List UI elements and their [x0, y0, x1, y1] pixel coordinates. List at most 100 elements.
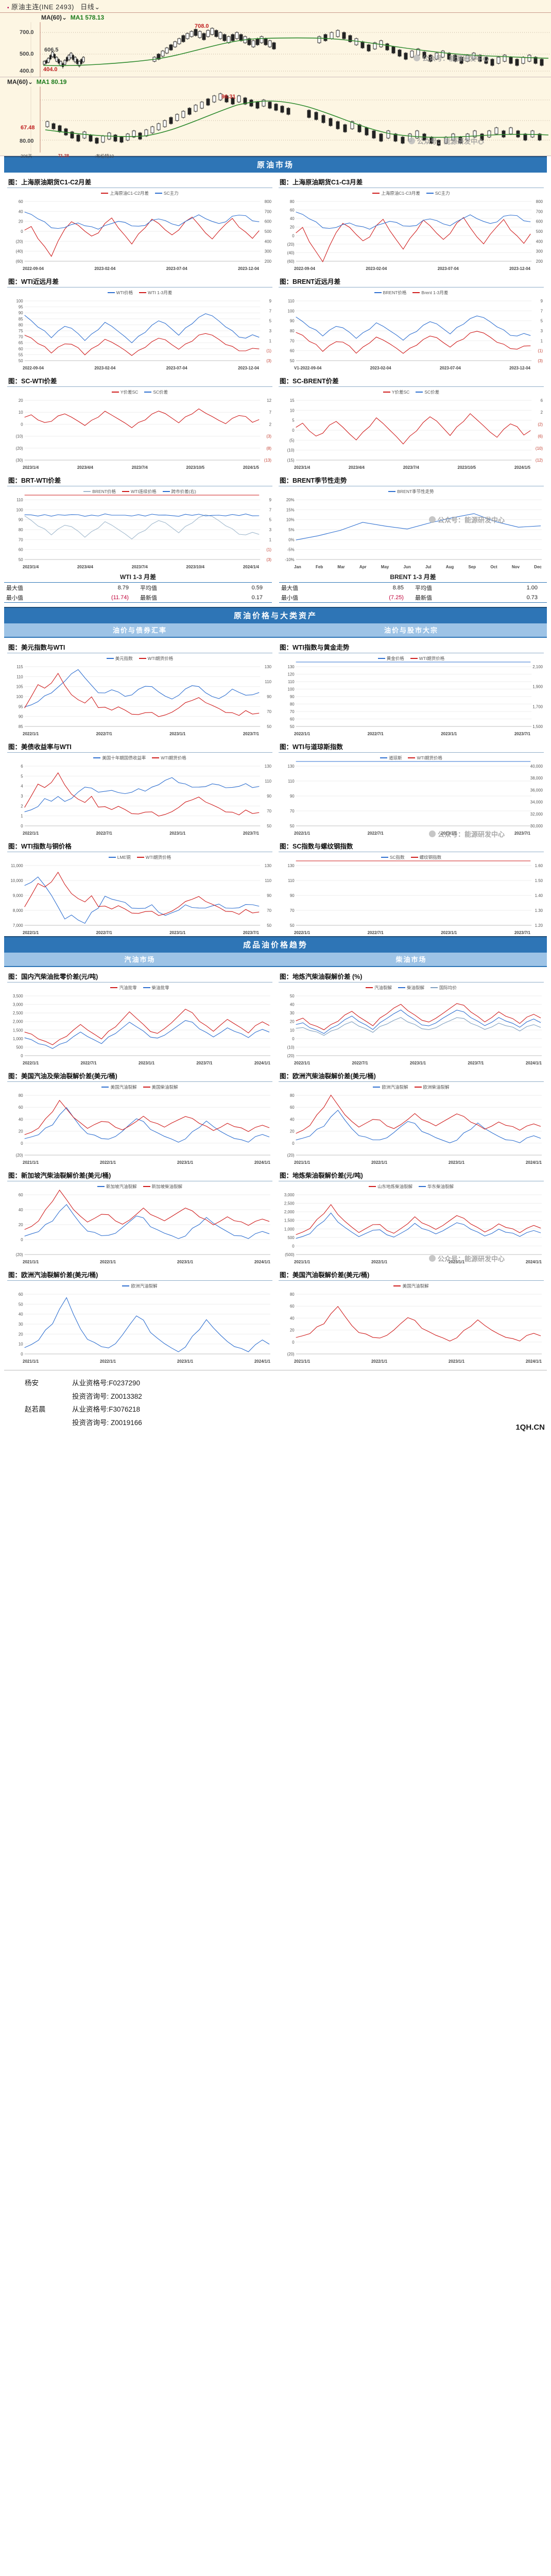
svg-text:50: 50 — [19, 359, 23, 363]
y-axis-label: 500.0 — [20, 51, 34, 57]
terminal-indicator-label-2[interactable]: MA(60) — [7, 78, 28, 86]
svg-text:(20): (20) — [287, 1352, 295, 1357]
svg-text:20%: 20% — [286, 498, 295, 502]
chart-cell: 图：地炼柴油裂解价差(元/吨) 3,000 2,500 2,000 1,500 1,000… — [276, 1166, 547, 1265]
x-tick-label: 2024/1/1 — [254, 1160, 270, 1165]
svg-text:(6): (6) — [538, 434, 543, 439]
series-line — [296, 315, 531, 341]
svg-text:95: 95 — [19, 704, 23, 709]
svg-text:1.40: 1.40 — [535, 893, 543, 898]
svg-text:7: 7 — [269, 507, 272, 512]
svg-text:105: 105 — [16, 685, 23, 689]
svg-text:60: 60 — [290, 349, 295, 353]
svg-text:20: 20 — [290, 1328, 295, 1333]
svg-text:(500): (500) — [285, 1252, 295, 1257]
svg-text:10%: 10% — [286, 518, 295, 522]
chart-title: 图：国内汽柴油批零价差(元/吨) — [7, 970, 272, 982]
x-tick-label: 2022/1/1 — [294, 831, 311, 836]
svg-text:6: 6 — [21, 764, 23, 769]
svg-text:3,500: 3,500 — [13, 994, 23, 998]
chevron-down-icon[interactable]: ⌄ — [28, 78, 33, 86]
watermark-logo-icon — [408, 138, 415, 144]
spacer — [25, 1390, 72, 1403]
svg-text:11,000: 11,000 — [11, 863, 23, 868]
chart-svg: 80 60 40 20 0 (20) — [287, 1292, 542, 1357]
x-tick-label: 2023/1/1 — [177, 1160, 194, 1165]
x-tick-label: 2022/1/1 — [371, 1359, 388, 1364]
svg-text:5: 5 — [541, 319, 543, 324]
svg-text:0: 0 — [21, 229, 23, 234]
series-line — [24, 871, 260, 916]
watermark-logo-icon — [428, 516, 436, 523]
chart-title: 图：地炼汽柴油裂解价差 (%) — [279, 970, 544, 982]
svg-text:0: 0 — [292, 1340, 295, 1345]
svg-text:(20): (20) — [287, 1054, 295, 1058]
x-tick-label: 2022/7/1 — [367, 930, 384, 935]
svg-text:3,000: 3,000 — [284, 1193, 295, 1197]
report-footer: 杨安 从业资格号:F0237290 投资咨询号: Z0013382 赵若晨 从业资格号:… — [4, 1370, 547, 1433]
series-line — [24, 313, 260, 344]
svg-text:50: 50 — [290, 994, 295, 998]
analyst-row: 投资咨询号: Z0013382 — [25, 1390, 547, 1403]
x-tick-label: 2022/1/1 — [371, 1160, 388, 1165]
chart-svg: 50 40 30 20 10 0 (10) (20) — [287, 994, 542, 1058]
svg-text:70: 70 — [267, 908, 271, 913]
chevron-down-icon[interactable]: ⌄ — [94, 3, 100, 11]
svg-text:(10): (10) — [287, 1045, 295, 1049]
x-tick-label: 2022/7/1 — [96, 732, 112, 736]
svg-text:(60): (60) — [287, 259, 295, 264]
x-tick-label: 2023/1/4 — [23, 465, 39, 470]
chart-title: 图：美元指数与WTI — [7, 641, 272, 653]
chart-cell: 图：地炼汽柴油裂解价差 (%) 50 40 30 20 10 0 (10) (20) 汽油裂解 柴油… — [276, 967, 547, 1066]
chart-plot: 80 60 40 20 0 (20) (40) (60) 800 700 600 500 400 300 2… — [279, 189, 544, 266]
terminal-symbol-header: ▪ 原油主连(INE 2493) 日线⌄ — [0, 0, 551, 12]
svg-text:600: 600 — [536, 219, 543, 224]
svg-text:5: 5 — [292, 418, 295, 423]
x-tick-label: 2022/1/1 — [294, 930, 311, 935]
chart-cell: 图：美国汽油裂解价差(美元/桶) 80 60 40 20 0 (20) 美国汽油裂解 2021/… — [276, 1265, 547, 1365]
chart-cell: 图：WTI指数与铜价格 11,000 10,000 9,000 8,000 7,000 13… — [4, 837, 276, 936]
chart-svg: 130 110 90 70 50 1.60 1.50 1.40 1.30 1.20 — [287, 860, 543, 928]
series-line — [296, 211, 531, 230]
terminal-indicator-label[interactable]: MA(60) — [41, 14, 62, 21]
chart-title: 图：WTI指数与黄金走势 — [279, 641, 544, 653]
chart-title: 图：WTI近远月差 — [7, 275, 272, 287]
svg-text:10,000: 10,000 — [10, 878, 23, 883]
x-tick-label: 2023/10/4 — [186, 565, 205, 569]
x-tick-label: 2023/7/1 — [514, 732, 530, 736]
svg-text:110: 110 — [16, 498, 23, 502]
svg-text:3,000: 3,000 — [13, 1003, 23, 1007]
svg-text:100: 100 — [16, 694, 23, 699]
svg-text:40: 40 — [19, 1312, 23, 1317]
svg-text:1,000: 1,000 — [284, 1227, 295, 1231]
x-tick-label: 2023/1/4 — [23, 565, 39, 569]
x-tick-label: 2023/1/1 — [138, 1061, 155, 1065]
x-tick-label: 2023/1/1 — [441, 831, 457, 836]
svg-text:9: 9 — [269, 498, 272, 502]
svg-text:1,500: 1,500 — [13, 1028, 23, 1032]
brand-logo: 1QH.CN — [515, 1422, 545, 1432]
chart-plot: 80 60 40 20 0 (20) 欧洲汽油裂解 欧洲柴油裂解 — [279, 1083, 544, 1160]
x-tick-label: May — [381, 565, 389, 569]
svg-text:0: 0 — [292, 233, 295, 238]
svg-text:36,000: 36,000 — [530, 788, 543, 792]
subsection-diesel: 柴油市场 — [395, 956, 427, 963]
x-tick-label: 2022/1/1 — [99, 1260, 116, 1264]
x-tick-label: 2021/1/1 — [23, 1359, 39, 1364]
svg-text:90: 90 — [290, 319, 295, 324]
x-tick-label: 2023/7/1 — [196, 1061, 213, 1065]
chevron-down-icon[interactable]: ⌄ — [62, 14, 67, 21]
svg-text:60: 60 — [19, 548, 23, 552]
section-title: 原油市场 — [4, 156, 547, 173]
chart-svg: 60 50 40 30 20 10 0 — [19, 1292, 271, 1357]
svg-text:50: 50 — [19, 557, 23, 562]
svg-text:130: 130 — [265, 764, 272, 769]
chart-cell: 图：新加坡汽柴油裂解价差(美元/桶) 60 40 20 0 (20) 新加坡汽油裂解 新加坡柴… — [4, 1166, 276, 1265]
x-tick-label: 2023-07-04 — [439, 366, 461, 370]
svg-text:80: 80 — [19, 1093, 23, 1098]
x-axis-ticks: 2022/1/1 2022/7/1 2023/1/1 2023/7/1 — [7, 732, 272, 736]
report-page: ▪ 原油主连(INE 2493) 日线⌄ MA(60)⌄ MA1 578.13 — [0, 0, 551, 1433]
terminal-period-label[interactable]: 日线 — [80, 3, 95, 11]
svg-text:(1): (1) — [266, 548, 271, 552]
candlestick-svg-2 — [30, 87, 551, 152]
